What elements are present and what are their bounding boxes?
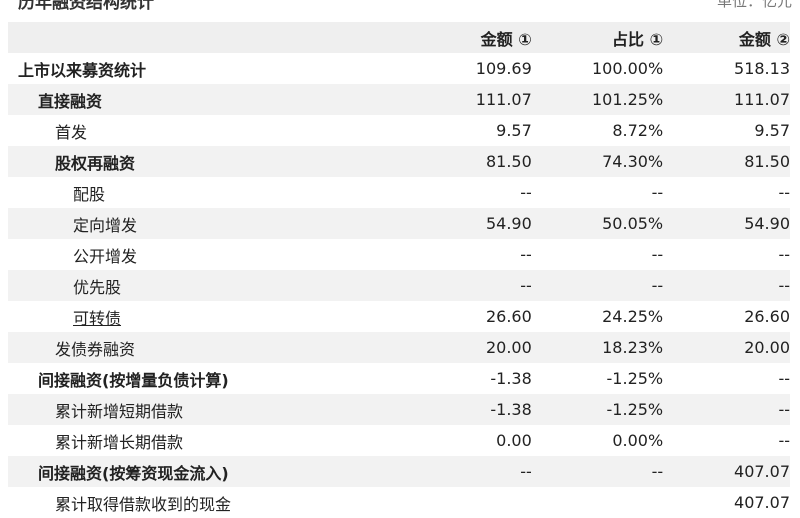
row-label-link[interactable]: 可转债 <box>73 308 122 328</box>
row-label-text: 首发 <box>55 122 88 142</box>
row-label: 累计取得借款收到的现金 <box>8 487 231 518</box>
row-label-text: 累计新增短期借款 <box>55 401 184 421</box>
row-label: 间接融资(按筹资现金流入) <box>8 456 232 487</box>
cell-ratio-1: 8.72% <box>612 121 664 140</box>
table-row: 首发 9.57 8.72% 9.57 <box>8 115 790 146</box>
row-label: 间接融资(按增量负债计算) <box>8 363 231 394</box>
row-label: 配股 <box>8 177 231 208</box>
cell-amount-1: 20.00 <box>231 332 532 363</box>
cell-amount-2: 407.07 <box>734 493 790 512</box>
cell-ratio-1: 24.25% <box>602 307 664 326</box>
cell-ratio-1: 74.30% <box>531 146 664 177</box>
table-row: 公开增发 -- -- -- <box>8 239 790 270</box>
row-label-text: 累计新增长期借款 <box>55 432 184 452</box>
table-row: 间接融资(按筹资现金流入) -- -- 407.07 <box>8 456 790 487</box>
header-amount-2: 金额 ② <box>663 22 790 53</box>
cell-amount-2: -- <box>778 431 790 450</box>
row-label: 优先股 <box>8 270 232 301</box>
cell-amount-1: 9.57 <box>496 121 532 140</box>
cell-amount-1: -1.38 <box>490 369 532 388</box>
cell-amount-2: 81.50 <box>663 146 790 177</box>
row-label-text: 优先股 <box>73 277 122 297</box>
cell-ratio-1: -- <box>531 270 664 301</box>
row-label-text: 间接融资(按筹资现金流入) <box>38 463 229 483</box>
cell-ratio-1: 50.05% <box>531 208 664 239</box>
row-label-text: 定向增发 <box>73 215 138 235</box>
table-row: 优先股 -- -- -- <box>8 270 790 301</box>
cell-amount-1: 26.60 <box>485 307 532 326</box>
table-row: 上市以来募资统计 109.69 100.00% 518.13 <box>8 53 790 84</box>
cell-amount-1: -- <box>520 245 532 264</box>
cell-amount-2: -- <box>778 245 790 264</box>
row-label: 累计新增长期借款 <box>8 425 231 456</box>
row-label-text: 公开增发 <box>73 246 138 266</box>
cell-ratio-1: 0.00% <box>612 431 664 450</box>
row-label-text: 上市以来募资统计 <box>18 60 147 80</box>
cell-amount-2: -- <box>663 270 790 301</box>
table-row: 累计新增短期借款 -1.38 -1.25% -- <box>8 394 790 425</box>
table-row: 累计取得借款收到的现金 407.07 <box>8 487 790 518</box>
table-row: 股权再融资 81.50 74.30% 81.50 <box>8 146 790 177</box>
cell-amount-1: -- <box>520 183 532 202</box>
cell-amount-1: -- <box>231 270 532 301</box>
row-label: 首发 <box>8 115 231 146</box>
table-row: 间接融资(按增量负债计算) -1.38 -1.25% -- <box>8 363 790 394</box>
cell-amount-2: -- <box>663 394 790 425</box>
header-row: 金额 ① 占比 ① 金额 ② <box>8 22 790 53</box>
row-label: 累计新增短期借款 <box>8 394 232 425</box>
row-label[interactable]: 可转债 <box>8 301 231 332</box>
table-row: 可转债 26.60 24.25% 26.60 <box>8 301 790 332</box>
row-label: 发债券融资 <box>8 332 232 363</box>
cell-amount-1 <box>231 487 532 518</box>
cell-amount-2: 111.07 <box>663 84 790 115</box>
header-ratio-1: 占比 ① <box>531 22 664 53</box>
financing-structure-table: 金额 ① 占比 ① 金额 ② 上市以来募资统计 109.69 100.00% 518.… <box>8 22 790 518</box>
cell-ratio-1 <box>532 487 663 518</box>
cell-amount-2: 26.60 <box>744 307 790 326</box>
header-amount-1: 金额 ① <box>231 22 532 53</box>
cell-amount-2: -- <box>778 183 790 202</box>
cell-amount-1: 0.00 <box>496 431 532 450</box>
table-row: 定向增发 54.90 50.05% 54.90 <box>8 208 790 239</box>
row-label-text: 发债券融资 <box>55 339 136 359</box>
row-label: 公开增发 <box>8 239 231 270</box>
cell-amount-2: 54.90 <box>663 208 790 239</box>
cell-amount-1: -1.38 <box>231 394 532 425</box>
cell-amount-1: 109.69 <box>475 59 532 78</box>
table-row: 累计新增长期借款 0.00 0.00% -- <box>8 425 790 456</box>
cell-amount-2: 407.07 <box>663 456 790 487</box>
row-label-text: 累计取得借款收到的现金 <box>55 494 232 514</box>
cell-amount-2: 20.00 <box>663 332 790 363</box>
cell-amount-2: 9.57 <box>754 121 790 140</box>
cell-amount-2: -- <box>778 369 790 388</box>
table-row: 发债券融资 20.00 18.23% 20.00 <box>8 332 790 363</box>
row-label-text: 股权再融资 <box>55 153 136 173</box>
table-row: 直接融资 111.07 101.25% 111.07 <box>8 84 790 115</box>
cell-ratio-1: -- <box>651 245 664 264</box>
table-row: 配股 -- -- -- <box>8 177 790 208</box>
cell-ratio-1: 100.00% <box>591 59 664 78</box>
cell-ratio-1: -1.25% <box>606 369 664 388</box>
cell-amount-1: 54.90 <box>231 208 532 239</box>
row-label: 上市以来募资统计 <box>8 53 231 84</box>
row-label-text: 间接融资(按增量负债计算) <box>38 370 229 390</box>
cell-ratio-1: 18.23% <box>531 332 664 363</box>
cell-amount-1: 111.07 <box>231 84 532 115</box>
cell-amount-1: -- <box>231 456 532 487</box>
row-label-text: 直接融资 <box>38 91 103 111</box>
cell-amount-2: 518.13 <box>734 59 790 78</box>
row-label: 直接融资 <box>8 84 232 115</box>
table-title: 历年融资结构统计 <box>18 0 154 13</box>
cell-ratio-1: 101.25% <box>531 84 664 115</box>
cell-amount-1: 81.50 <box>231 146 532 177</box>
row-label: 股权再融资 <box>8 146 232 177</box>
unit-label: 单位：亿元 <box>716 0 792 10</box>
row-label: 定向增发 <box>8 208 232 239</box>
cell-ratio-1: -- <box>531 456 664 487</box>
row-label-text: 配股 <box>73 184 106 204</box>
header-label <box>8 22 232 53</box>
cell-ratio-1: -1.25% <box>531 394 664 425</box>
cell-ratio-1: -- <box>651 183 664 202</box>
